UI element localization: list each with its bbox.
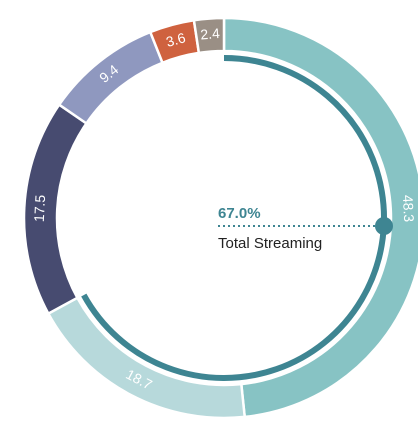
donut-segment — [192, 16, 226, 55]
progress-value: 67.0% — [218, 205, 261, 222]
segment-label: 17.5 — [31, 194, 48, 222]
progress-arc — [81, 55, 387, 381]
segment-label: 3.6 — [164, 29, 187, 50]
progress-dot — [375, 217, 393, 235]
segment-label: 48.3 — [400, 194, 417, 222]
progress-name: Total Streaming — [218, 235, 322, 252]
segment-label: 2.4 — [200, 25, 221, 42]
